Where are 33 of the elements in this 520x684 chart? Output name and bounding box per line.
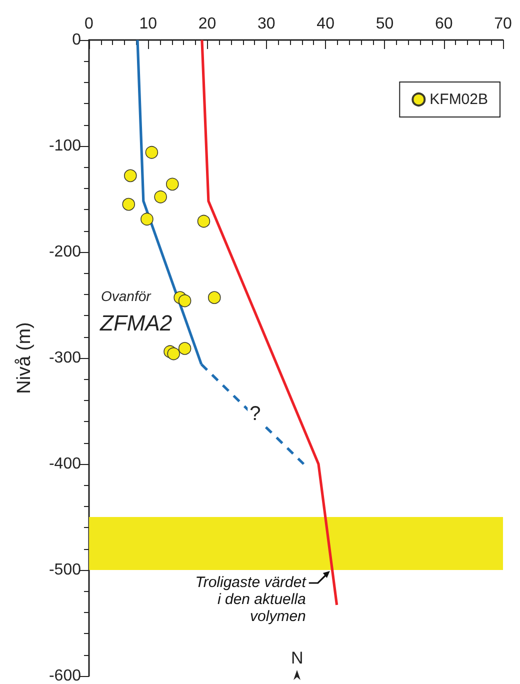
y-tick-label: 0 [72,32,82,48]
y-tick-label: -300 [48,350,82,366]
y-tick-label: -200 [48,244,82,260]
point [122,198,136,211]
point [208,291,221,304]
point [197,214,210,228]
y-tick-label: -600 [48,668,82,684]
annotation: N [291,648,304,668]
x-tick-label: 10 [139,16,158,32]
x-tick-label: 60 [434,16,453,32]
point [178,294,192,308]
annotation: ? [250,403,261,426]
annotation: Ovanför [101,288,152,304]
point [178,342,192,355]
point [167,347,180,360]
x-tick-label: 30 [258,16,276,32]
x-tick-label: 40 [316,16,335,32]
y-tick-label: -100 [48,138,82,154]
x-tick-label: 70 [494,16,512,32]
point [124,169,137,182]
y-tick-label: -400 [48,456,82,472]
x-tick-label: 0 [84,16,94,32]
y-tick-label: -500 [48,562,82,578]
legend-label: KFM02B [430,91,488,108]
point [140,212,154,226]
x-tick-label: 50 [376,16,394,32]
point [166,178,179,191]
point [154,190,167,204]
x-tick-label: 20 [198,16,216,32]
y-axis-title: Nivå (m) [14,322,35,394]
point [145,146,158,159]
annotation: Troligaste värdet i den aktuella volymen [195,574,307,625]
annotation: ZFMA2 [99,310,172,336]
